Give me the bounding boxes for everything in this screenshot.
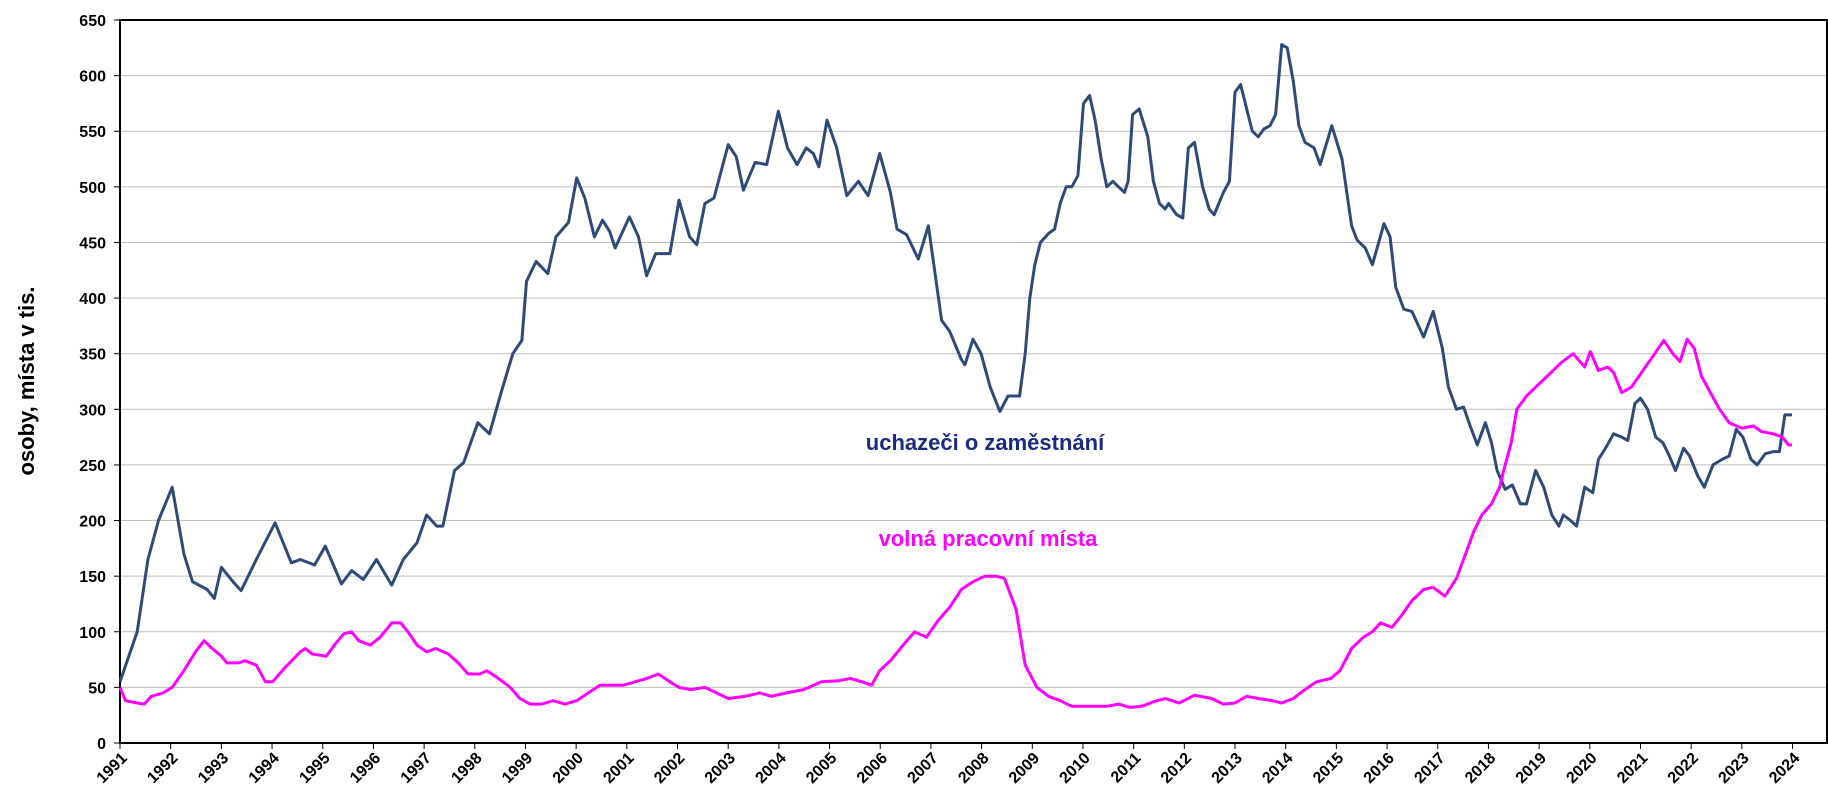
series-line [118, 337, 1792, 709]
x-tick-label: 2018 [1462, 750, 1499, 787]
y-tick-label: 300 [79, 402, 106, 419]
x-tick-label: 1993 [195, 750, 232, 787]
x-tick-label: 2005 [803, 750, 840, 787]
x-tick-label: 2016 [1361, 750, 1398, 787]
x-tick-label: 1999 [499, 750, 536, 787]
y-axis-label: osoby, místa v tis. [14, 286, 39, 475]
y-tick-label: 600 [79, 69, 106, 86]
x-tick-label: 2004 [753, 750, 790, 787]
x-tick-label: 2007 [905, 750, 942, 787]
x-tick-label: 2001 [600, 750, 637, 787]
x-tick-label: 2021 [1614, 750, 1651, 787]
x-tick-label: 2002 [651, 750, 688, 787]
y-tick-label: 400 [79, 291, 106, 308]
x-tick-label: 2000 [550, 750, 587, 787]
x-tick-label: 2020 [1563, 750, 1600, 787]
x-tick-label: 1991 [94, 750, 131, 787]
series-line [118, 43, 1792, 683]
x-tick-label: 2012 [1158, 750, 1195, 787]
x-tick-label: 2015 [1310, 750, 1347, 787]
x-tick-label: 2019 [1513, 750, 1550, 787]
x-tick-label: 2022 [1665, 750, 1702, 787]
x-tick-label: 2024 [1766, 750, 1803, 787]
x-tick-label: 2003 [702, 750, 739, 787]
x-tick-label: 2023 [1715, 750, 1752, 787]
y-tick-label: 150 [79, 569, 106, 586]
x-tick-label: 1992 [144, 750, 181, 787]
x-tick-label: 2017 [1411, 750, 1448, 787]
x-tick-label: 1994 [246, 750, 283, 787]
plot-frame [119, 19, 1828, 744]
x-tick-label: 1995 [296, 750, 333, 787]
y-tick-label: 450 [79, 235, 106, 252]
y-tick-label: 250 [79, 458, 106, 475]
y-tick-label: 650 [79, 13, 106, 30]
annotation: volná pracovní místa [879, 526, 1099, 551]
y-tick-label: 100 [79, 625, 106, 642]
x-tick-label: 2006 [854, 750, 891, 787]
x-tick-label: 2008 [955, 750, 992, 787]
x-tick-label: 1997 [398, 750, 435, 787]
x-tick-label: 2013 [1209, 750, 1246, 787]
y-tick-label: 0 [97, 736, 106, 753]
y-tick-label: 200 [79, 514, 106, 531]
y-tick-label: 50 [88, 680, 106, 697]
annotation: uchazeči o zaměstnání [866, 430, 1105, 455]
y-tick-label: 500 [79, 180, 106, 197]
y-tick-label: 550 [79, 124, 106, 141]
y-tick-label: 350 [79, 347, 106, 364]
x-tick-label: 1996 [347, 750, 384, 787]
x-tick-label: 2009 [1006, 750, 1043, 787]
x-tick-label: 2014 [1259, 750, 1296, 787]
x-tick-label: 2011 [1108, 750, 1145, 787]
x-tick-label: 1998 [448, 750, 485, 787]
x-tick-label: 2010 [1057, 750, 1094, 787]
